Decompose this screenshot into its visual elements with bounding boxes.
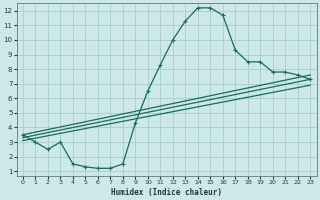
X-axis label: Humidex (Indice chaleur): Humidex (Indice chaleur)	[111, 188, 222, 197]
